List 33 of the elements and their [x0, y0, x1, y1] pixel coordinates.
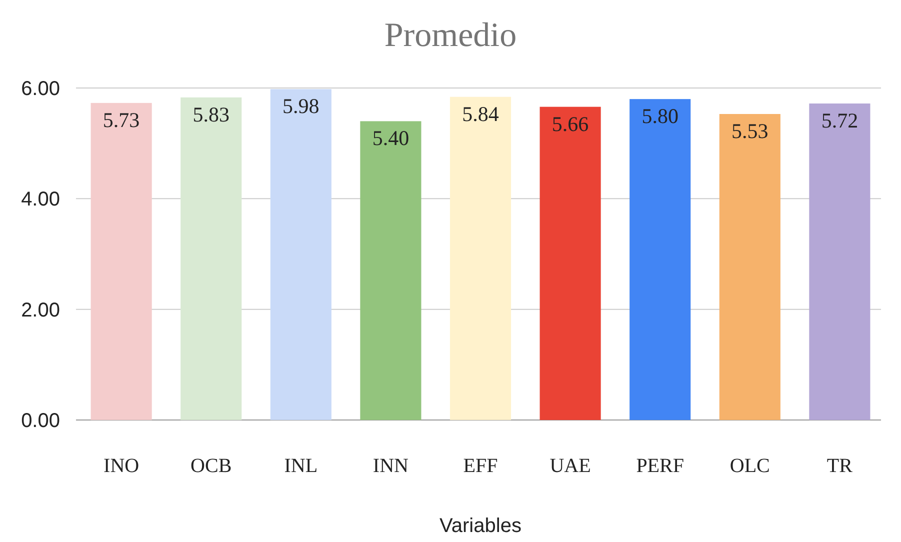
chart-title: Promedio: [384, 17, 517, 54]
x-tick-label: INO: [104, 455, 140, 477]
bar: [450, 96, 512, 420]
bar: [719, 114, 780, 420]
bar: [360, 121, 422, 420]
bar: [540, 106, 601, 420]
x-tick-label: OLC: [730, 455, 770, 477]
data-label: 5.66: [552, 112, 589, 136]
bar: [809, 103, 870, 420]
x-tick-label: INL: [284, 455, 318, 477]
data-label: 5.84: [462, 102, 500, 126]
x-tick-label: OCB: [190, 455, 232, 477]
data-label: 5.83: [192, 102, 230, 126]
data-label: 5.98: [282, 94, 320, 118]
data-label: 5.80: [642, 104, 678, 128]
x-tick-label: INN: [372, 455, 408, 477]
y-tick-label: 6.00: [21, 78, 60, 100]
y-tick-label: 2.00: [21, 299, 60, 322]
data-label: 5.40: [372, 126, 410, 150]
bar: [180, 97, 242, 420]
x-axis-title: Variables: [440, 515, 522, 537]
x-tick-label: PERF: [636, 455, 684, 477]
y-tick-label: 4.00: [21, 188, 60, 211]
data-label: 5.72: [821, 108, 858, 132]
y-tick-label: 0.00: [21, 410, 60, 432]
x-tick-label: UAE: [550, 455, 591, 477]
data-label: 5.73: [102, 108, 140, 132]
x-tick-label: TR: [826, 455, 854, 477]
bar: [90, 102, 152, 420]
x-tick-label: EFF: [463, 455, 498, 477]
bar: [630, 99, 691, 420]
data-label: 5.53: [732, 119, 768, 144]
bar: [270, 89, 332, 420]
